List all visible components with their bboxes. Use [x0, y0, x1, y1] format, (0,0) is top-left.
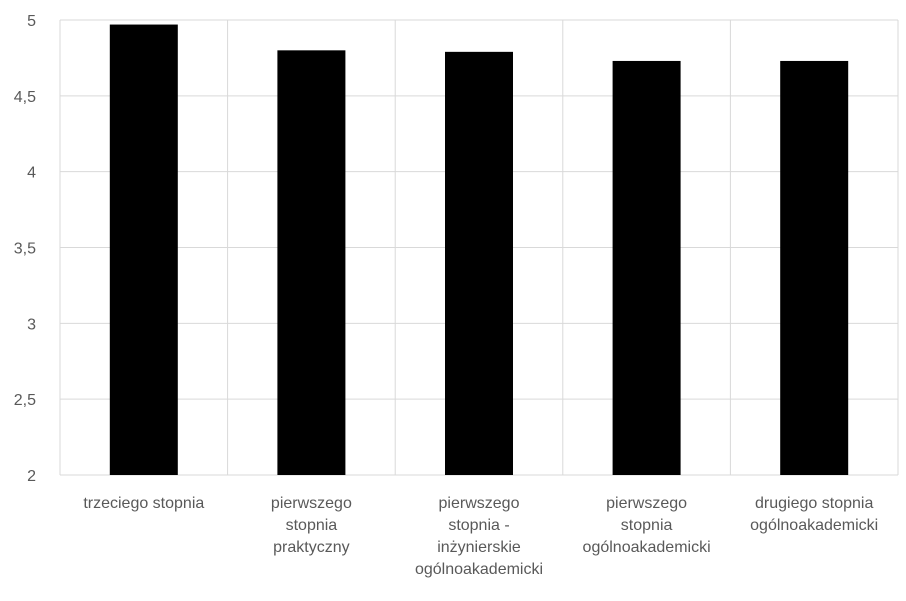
- x-category-label-line: trzeciego stopnia: [83, 495, 204, 512]
- y-axis-ticks: 2 2,5 3 3,5 4 4,5 5: [14, 13, 36, 485]
- bar: [445, 51, 513, 475]
- y-tick-label: 2,5: [14, 392, 36, 409]
- x-category-label-line: inżynierskie: [437, 539, 521, 556]
- bar: [277, 50, 346, 475]
- x-category-label-line: ogólnoakademicki: [415, 561, 543, 578]
- x-category-label: pierwszego stopnia - inżynierskie ogólnoaka…: [415, 495, 543, 578]
- x-axis-labels: trzeciego stopnia pierwszego stopnia prakty…: [83, 495, 878, 578]
- bar: [612, 60, 681, 475]
- y-tick-label: 3,5: [14, 241, 36, 258]
- x-category-label-line: stopnia -: [448, 517, 509, 534]
- x-category-label-line: stopnia: [286, 517, 338, 534]
- y-tick-label: 5: [27, 13, 36, 30]
- x-category-label-line: drugiego stopnia: [755, 495, 873, 512]
- x-category-label-line: ogólnoakademicki: [750, 517, 878, 534]
- y-tick-label: 2: [27, 468, 36, 485]
- bar: [780, 60, 849, 475]
- x-category-label: trzeciego stopnia: [83, 495, 204, 512]
- x-category-label: pierwszego stopnia praktyczny: [271, 495, 352, 556]
- y-tick-label: 4: [27, 165, 36, 182]
- y-tick-label: 3: [27, 316, 36, 333]
- y-tick-label: 4,5: [14, 89, 36, 106]
- bars-layer: [109, 24, 849, 476]
- x-category-label-line: stopnia: [621, 517, 673, 534]
- x-category-label-line: praktyczny: [273, 539, 349, 556]
- x-category-label-line: ogólnoakademicki: [583, 539, 711, 556]
- bar: [109, 24, 178, 476]
- x-category-label-line: pierwszego: [606, 495, 687, 512]
- x-category-label-line: pierwszego: [439, 495, 520, 512]
- x-category-label: pierwszego stopnia ogólnoakademicki: [583, 495, 711, 556]
- x-category-label: drugiego stopnia ogólnoakademicki: [750, 495, 878, 534]
- x-category-label-line: pierwszego: [271, 495, 352, 512]
